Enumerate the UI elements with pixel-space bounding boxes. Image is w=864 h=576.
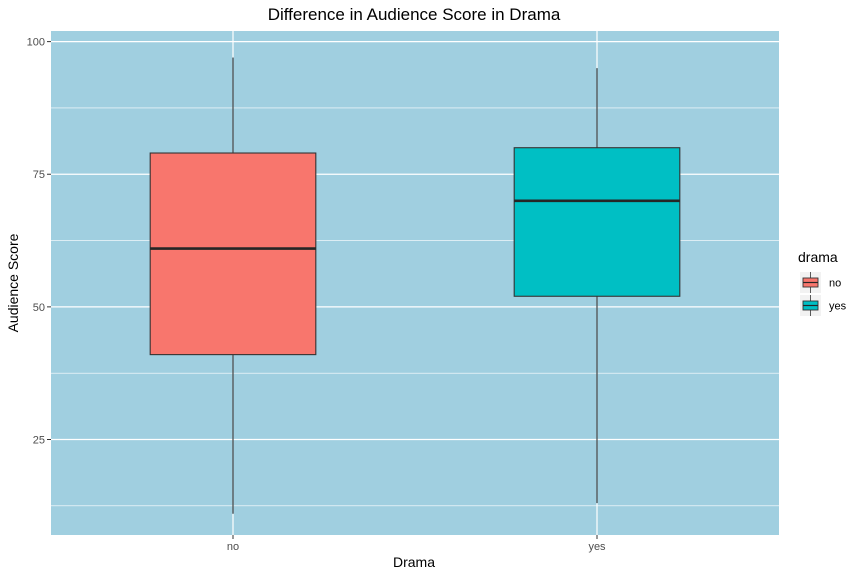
legend: drama no yes <box>798 249 847 316</box>
box-yes <box>513 68 681 504</box>
y-tick-label: 50 <box>33 302 45 314</box>
legend-label: no <box>829 278 841 290</box>
box-iqr <box>513 147 681 297</box>
legend-title: drama <box>798 249 838 265</box>
x-tick-label: yes <box>588 541 606 553</box>
y-axis-ticks: 25 50 75 100 <box>27 37 51 447</box>
box-no <box>149 57 317 514</box>
boxes <box>149 57 681 514</box>
chart-title: Difference in Audience Score in Drama <box>268 5 561 24</box>
x-axis-ticks: no yes <box>227 535 606 553</box>
legend-label: yes <box>829 301 847 313</box>
x-axis-title: Drama <box>393 554 435 570</box>
y-tick-label: 75 <box>33 169 45 181</box>
x-tick-label: no <box>227 541 239 553</box>
y-axis-title: Audience Score <box>5 233 21 332</box>
y-tick-label: 25 <box>33 435 45 447</box>
box-iqr <box>149 152 317 356</box>
y-tick-label: 100 <box>27 37 45 49</box>
legend-item-yes: yes <box>800 295 847 316</box>
legend-item-no: no <box>800 272 841 293</box>
